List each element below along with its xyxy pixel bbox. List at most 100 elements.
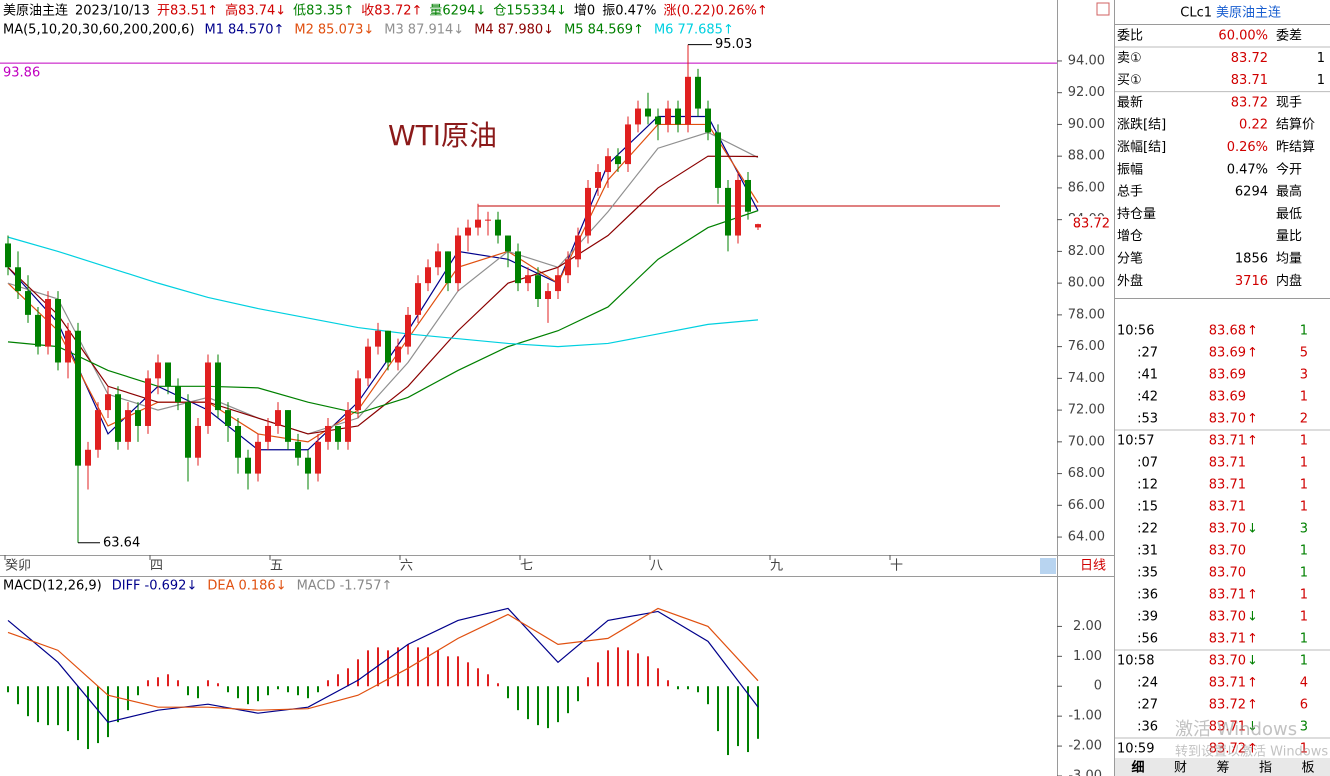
candle-body: [485, 219, 491, 221]
trade-arrow: ↓: [1247, 610, 1258, 625]
quote-value: 1: [1317, 51, 1325, 66]
candle-body: [595, 172, 601, 188]
quote-label: 均量: [1276, 252, 1302, 267]
candle-body: [285, 410, 291, 442]
legend-value: 77.685↑: [677, 23, 733, 38]
trade-time: :36: [1137, 588, 1158, 603]
quote-label: 现手: [1276, 95, 1302, 110]
watermark: 转到设置以激活 Windows: [1175, 745, 1328, 760]
candle-body: [435, 251, 441, 268]
last-price-label: 83.72: [1073, 217, 1110, 232]
quote-item: 收83.72↑: [361, 4, 422, 19]
trade-volume: 4: [1300, 676, 1308, 691]
trade-volume: 6: [1300, 698, 1308, 713]
ma-line: [7, 115, 759, 451]
trade-volume: 2: [1300, 412, 1308, 427]
quote-value: 1856: [1235, 252, 1268, 267]
quote-value: 0.22: [1239, 118, 1268, 133]
legend-value: -0.692↓: [145, 579, 198, 594]
panel-tab[interactable]: 板: [1301, 761, 1314, 776]
panel-tab[interactable]: 财: [1174, 761, 1187, 776]
candle-body: [385, 330, 391, 363]
trade-arrow: ↑: [1247, 412, 1258, 427]
ma-line: [7, 123, 759, 443]
candle-body: [105, 394, 111, 411]
x-tick-label: 七: [520, 559, 533, 574]
trade-time: :15: [1137, 500, 1158, 515]
ma-line: [7, 210, 759, 414]
trade-time: :53: [1137, 412, 1158, 427]
y-tick-label: 68.00: [1068, 466, 1105, 481]
quote-label: 增仓: [1117, 229, 1143, 244]
trade-time: :56: [1137, 632, 1158, 647]
quote-value: 6294: [1235, 185, 1268, 200]
legend-name: MACD: [297, 579, 336, 594]
trade-volume: 5: [1300, 346, 1308, 361]
candle-body: [635, 108, 641, 125]
quote-label: 量比: [1276, 229, 1302, 244]
panel-tab[interactable]: 筹: [1216, 760, 1229, 776]
quote-item: 开83.51↑: [157, 4, 218, 19]
trade-arrow: ↑: [1247, 632, 1258, 647]
candle-body: [535, 275, 541, 300]
trade-price: 83.70: [1209, 566, 1246, 581]
panel-tab[interactable]: 细: [1131, 760, 1144, 776]
trade-price: 83.72: [1209, 742, 1246, 757]
trade-time: :36: [1137, 720, 1158, 735]
candle-body: [265, 425, 271, 442]
y-tick-label: -1.00: [1068, 709, 1102, 724]
quote-label: 振幅: [1117, 162, 1143, 177]
x-tick-label: 五: [270, 559, 283, 574]
trade-price: 83.72: [1209, 698, 1246, 713]
candle-body: [355, 378, 361, 411]
legend-value: 85.073↓: [318, 23, 374, 38]
trade-arrow: ↑: [1247, 588, 1258, 603]
trade-volume: 1: [1300, 478, 1308, 493]
candle-body: [445, 251, 451, 284]
legend-name: M5: [564, 23, 584, 38]
candle-body: [645, 108, 651, 117]
trade-price: 83.70: [1209, 522, 1246, 537]
trade-price: 83.71: [1209, 676, 1246, 691]
macd-line: [7, 607, 759, 723]
trade-time: :12: [1137, 478, 1158, 493]
quote-value: 83.72: [1231, 51, 1268, 66]
candle-body: [545, 291, 551, 300]
menu-icon[interactable]: [1096, 2, 1110, 16]
candle-body: [525, 275, 531, 284]
quote-item: 涨(0.22)0.26%↑: [664, 4, 768, 19]
panel-tab[interactable]: 指: [1259, 761, 1272, 776]
trade-arrow: ↓: [1247, 654, 1258, 669]
candle-body: [215, 362, 221, 411]
legend-name: DIFF: [112, 579, 141, 594]
quote-value: 0.47%: [1227, 162, 1268, 177]
trade-price: 83.71: [1209, 720, 1246, 735]
quote-label: 涨幅[结]: [1117, 140, 1166, 155]
quote-label: 买①: [1117, 73, 1142, 88]
trade-time: :27: [1137, 698, 1158, 713]
legend-value: 84.569↑: [588, 23, 644, 38]
x-tick-label: 四: [150, 559, 163, 574]
candle-body: [695, 76, 701, 109]
quote-item: 低83.35↑: [293, 4, 354, 19]
candle-body: [495, 219, 501, 236]
candle-body: [685, 76, 691, 125]
trade-volume: 1: [1300, 456, 1308, 471]
trade-volume: 1: [1300, 500, 1308, 515]
candle-body: [615, 156, 621, 165]
candle-body: [405, 314, 411, 347]
candle-body: [315, 441, 321, 474]
trade-time: :42: [1137, 390, 1158, 405]
trade-volume: 1: [1300, 610, 1308, 625]
candle-body: [605, 156, 611, 173]
reference-label: 93.86: [3, 66, 40, 81]
period-label[interactable]: 日线: [1080, 559, 1106, 574]
candle-body: [475, 219, 481, 228]
y-tick-label: -3.00: [1068, 769, 1102, 776]
trade-arrow: ↓: [1247, 522, 1258, 537]
quote-label: 持仓量: [1117, 207, 1156, 222]
trade-time: 10:58: [1117, 654, 1154, 669]
y-tick-label: -2.00: [1068, 739, 1102, 754]
